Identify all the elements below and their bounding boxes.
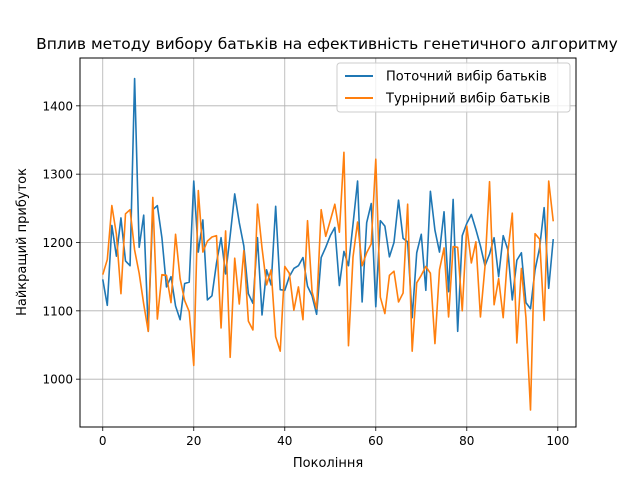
y-tick-label: 1200 <box>42 236 73 250</box>
y-tick-label: 1300 <box>42 168 73 182</box>
legend-label-tournament: Турнірний вибір батьків <box>385 92 550 107</box>
x-tick-label: 40 <box>277 434 292 448</box>
legend: Поточний вибір батьків Турнірний вибір б… <box>336 62 571 113</box>
series-lines <box>101 77 555 411</box>
legend-box <box>336 62 571 113</box>
series-line-tournament <box>101 151 555 411</box>
x-axis-title: Покоління <box>293 456 363 471</box>
y-tick-label: 1100 <box>42 304 73 318</box>
x-tick-label: 80 <box>459 434 474 448</box>
y-tick-label: 1400 <box>42 99 73 113</box>
series-line-current <box>101 77 555 333</box>
x-tick-label: 0 <box>99 434 107 448</box>
axis-ticks: 0 20 40 60 80 100 1000 1100 1200 1300 1400 <box>42 99 569 448</box>
x-tick-label: 100 <box>546 434 569 448</box>
x-tick-label: 60 <box>368 434 383 448</box>
chart-title: Вплив методу вибору батьків на ефективні… <box>36 35 618 53</box>
legend-label-current: Поточний вибір батьків <box>386 70 547 85</box>
x-tick-label: 20 <box>186 434 201 448</box>
y-tick-label: 1000 <box>42 373 73 387</box>
y-axis-title: Найкращий прибуток <box>15 168 30 316</box>
